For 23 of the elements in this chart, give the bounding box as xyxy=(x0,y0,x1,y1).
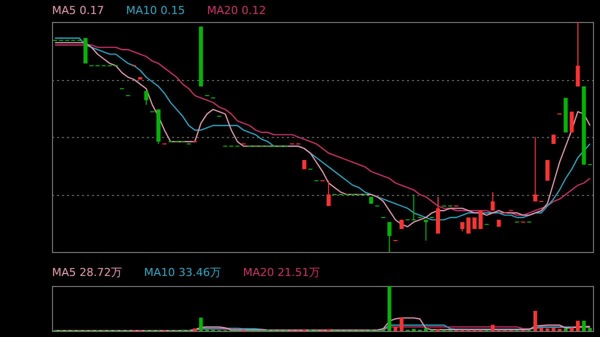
candlestick xyxy=(412,194,416,220)
text: MA10 33.46万 xyxy=(144,264,222,280)
bar xyxy=(540,328,544,331)
bar xyxy=(394,327,398,331)
bar xyxy=(552,328,556,331)
text: MA20 21.51万 xyxy=(243,264,320,280)
bar xyxy=(546,328,550,331)
bar xyxy=(388,286,392,331)
bar xyxy=(576,320,580,331)
bar xyxy=(490,324,495,331)
bar xyxy=(570,328,574,331)
bar xyxy=(400,318,404,331)
bar xyxy=(199,318,203,331)
text: MA5 0.17 xyxy=(52,4,104,16)
bar xyxy=(424,328,428,331)
bar xyxy=(588,328,592,331)
text: MA10 0.15 xyxy=(126,4,186,16)
bar xyxy=(533,310,538,331)
text: MA5 28.72万 xyxy=(52,264,122,280)
bar xyxy=(582,320,586,331)
bar xyxy=(193,328,197,331)
text: MA20 0.12 xyxy=(207,4,266,16)
bar xyxy=(564,328,568,331)
